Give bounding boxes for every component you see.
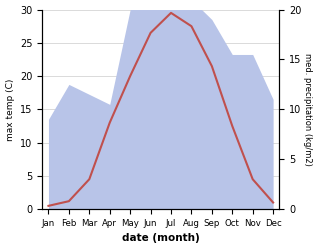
Y-axis label: med. precipitation (kg/m2): med. precipitation (kg/m2): [303, 53, 313, 166]
X-axis label: date (month): date (month): [122, 234, 200, 244]
Y-axis label: max temp (C): max temp (C): [5, 78, 15, 140]
